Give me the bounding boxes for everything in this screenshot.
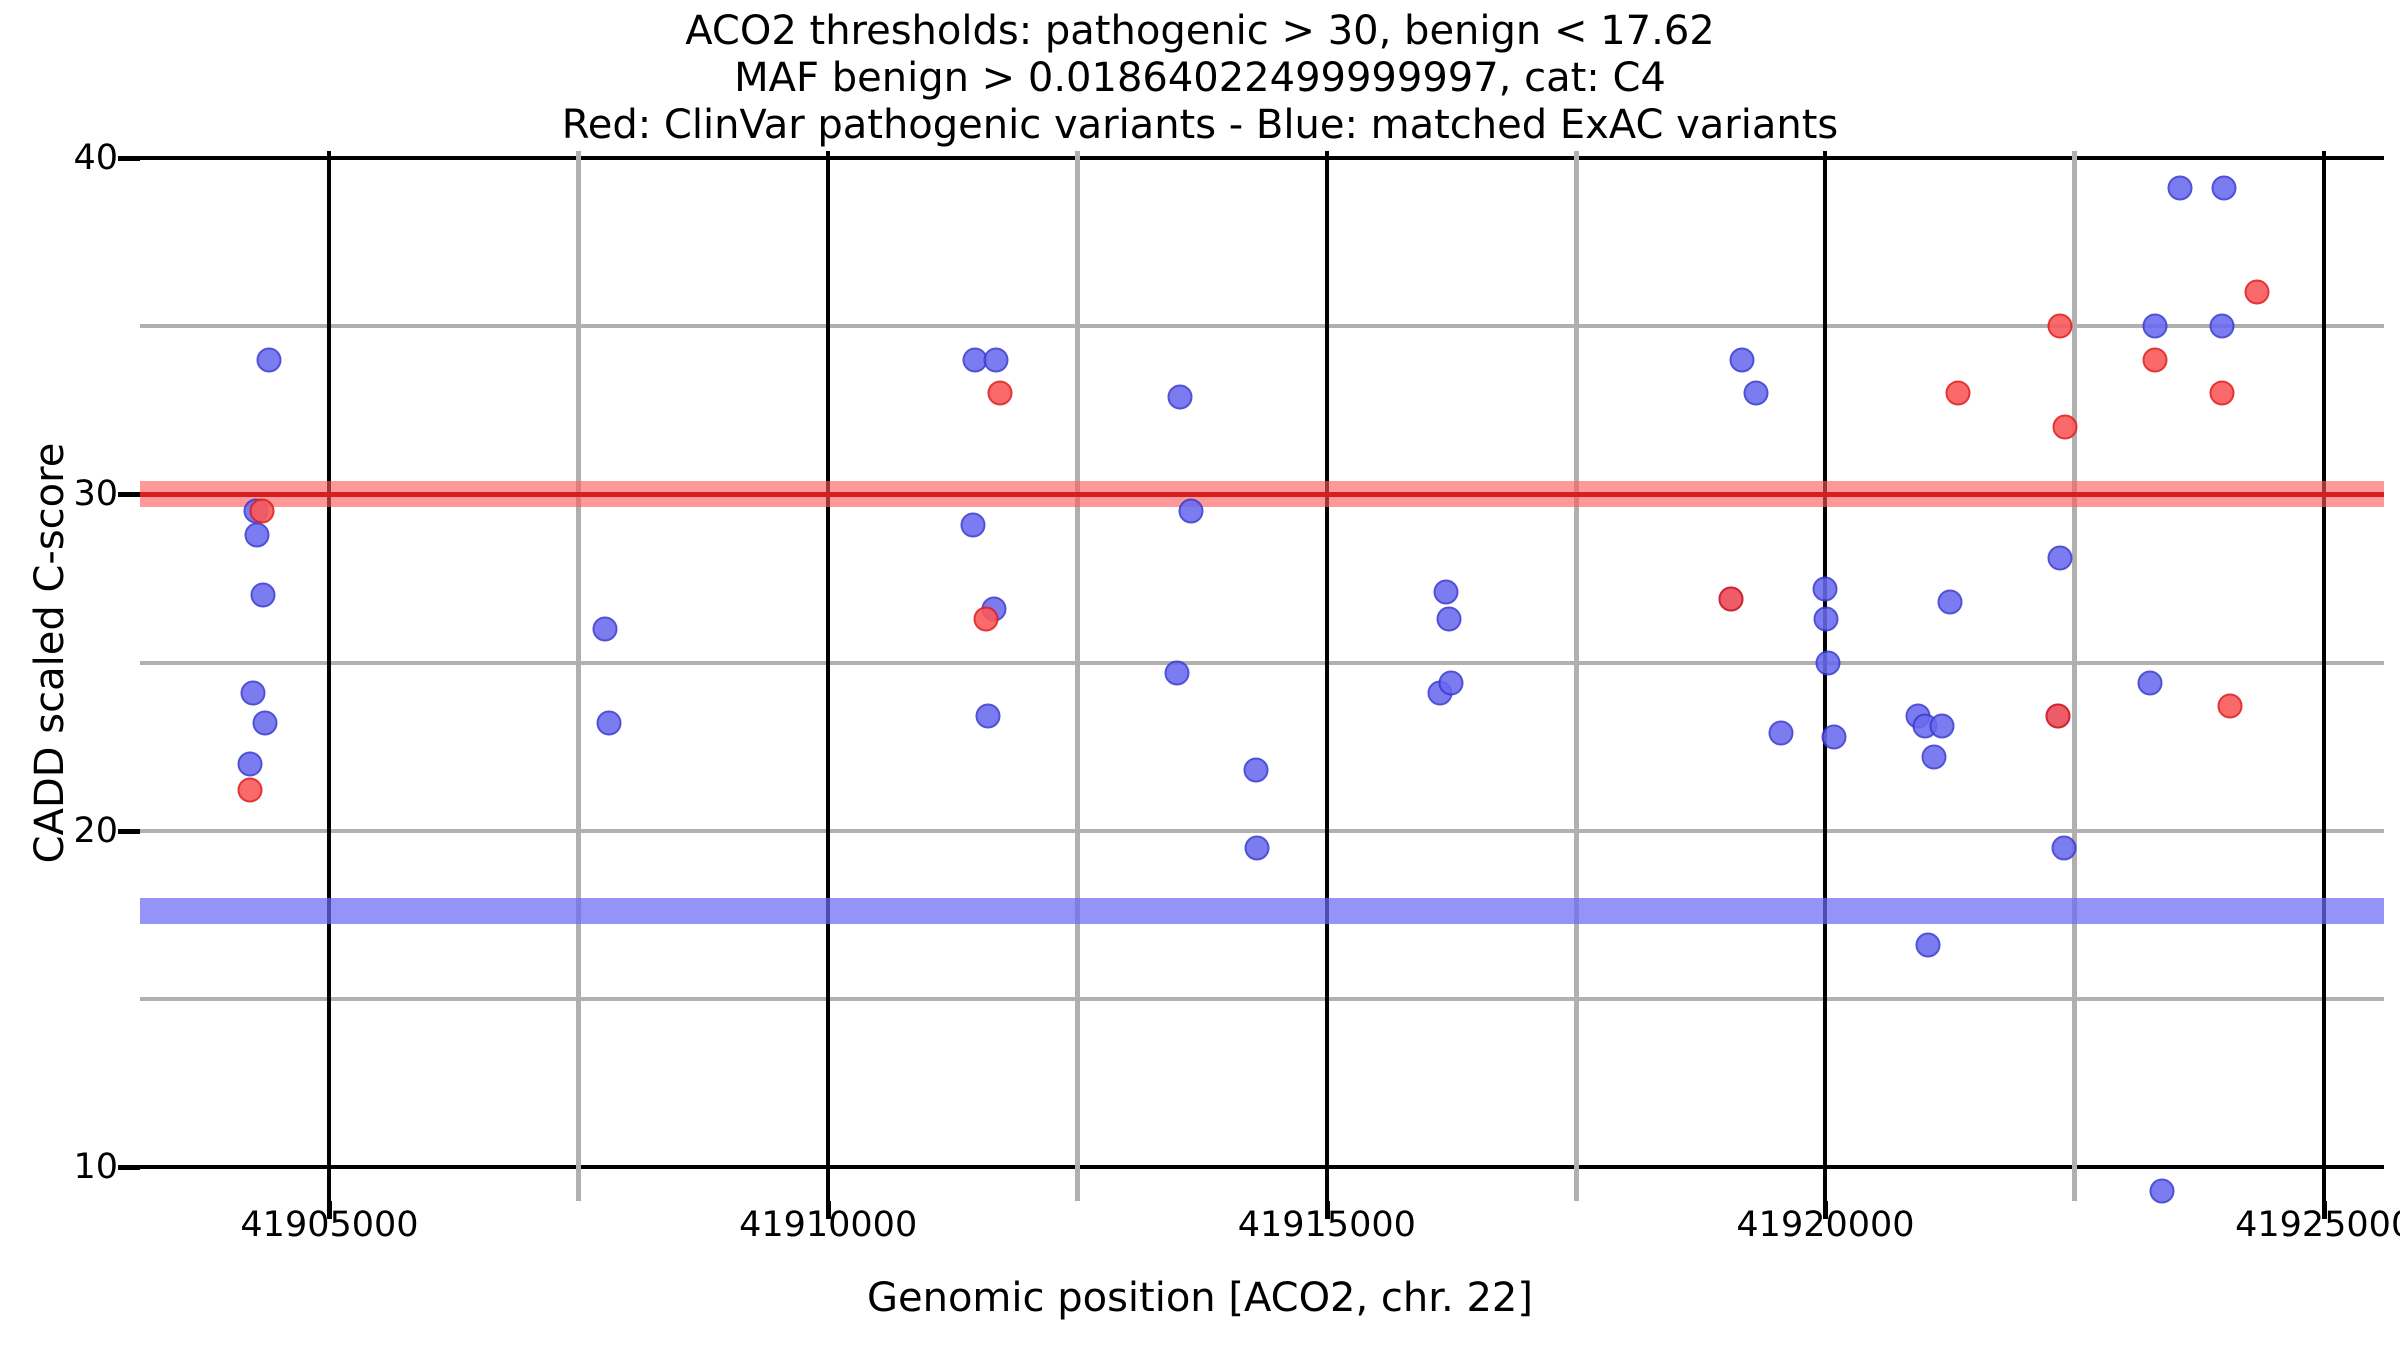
data-point (596, 710, 622, 736)
data-point (1937, 589, 1963, 615)
title-line-3: Red: ClinVar pathogenic variants - Blue:… (561, 102, 1839, 148)
data-point (592, 616, 618, 642)
gridline-y-25 (140, 660, 2384, 665)
y-tick-label-20: 20 (73, 810, 118, 851)
data-point (983, 347, 1009, 373)
data-point (1433, 579, 1458, 605)
data-point (256, 347, 282, 373)
y-tick-label-10: 10 (73, 1147, 118, 1188)
gridline-x-41910000 (826, 151, 831, 1201)
gridline-x-41907500 (576, 151, 582, 1201)
chart-title: ACO2 thresholds: pathogenic > 30, benign… (0, 8, 2400, 149)
y-tick-label-40: 40 (73, 137, 118, 178)
gridline-y-40 (140, 155, 2384, 160)
x-tick-mark-41920000 (1823, 1201, 1829, 1219)
x-axis-label: Genomic position [ACO2, chr. 22] (867, 1275, 1533, 1321)
data-point (1243, 757, 1269, 783)
gridline-x-41922500 (2072, 151, 2078, 1201)
data-point (252, 710, 278, 736)
data-point (1167, 384, 1193, 410)
data-point (1164, 660, 1190, 686)
data-point (2142, 347, 2168, 373)
data-point (1813, 606, 1839, 632)
y-tick-mark-20 (118, 828, 140, 834)
data-point (1915, 932, 1941, 958)
data-point (2047, 545, 2073, 571)
data-point (2149, 1178, 2175, 1204)
gridline-x-41905000 (327, 151, 332, 1201)
data-point (2244, 279, 2270, 305)
x-axis-tick-labels: 41905000 41910000 41915000 41920000 41925000 (140, 1205, 2400, 1255)
data-point (244, 522, 270, 548)
title-line-1: ACO2 thresholds: pathogenic > 30, benign… (685, 8, 1715, 54)
data-point (1718, 586, 1744, 612)
gridline-x-41917500 (1573, 151, 1579, 1201)
data-point (2217, 693, 2243, 719)
data-point (2047, 313, 2073, 339)
data-point (1945, 380, 1971, 406)
data-point (975, 703, 1001, 729)
data-point (2167, 175, 2193, 201)
data-point (240, 680, 266, 706)
y-tick-mark-10 (118, 1165, 140, 1171)
y-tick-mark-30 (118, 492, 140, 498)
data-point (2209, 380, 2235, 406)
data-point (2142, 313, 2168, 339)
data-point (1812, 576, 1838, 601)
title-line-2: MAF benign > 0.01864022499999997, cat: C… (734, 55, 1666, 101)
x-tick-mark-41905000 (327, 1201, 333, 1219)
data-point (250, 582, 276, 608)
y-axis-label: CADD scaled C-score (27, 442, 73, 864)
x-tick-mark-41925000 (2322, 1201, 2328, 1219)
x-tick-label-41925000: 41925000 (2235, 1205, 2400, 1245)
data-point (1821, 724, 1847, 750)
gridline-x-41915000 (1324, 151, 1329, 1201)
plot-area (140, 151, 2384, 1204)
data-point (1743, 380, 1769, 406)
gridline-x-41925000 (2322, 151, 2327, 1201)
data-point (2051, 835, 2077, 861)
x-tick-mark-41915000 (1324, 1201, 1330, 1219)
data-point (987, 380, 1013, 406)
data-point (1729, 347, 1755, 373)
y-axis-tick-labels: 40 30 20 10 (0, 138, 140, 1201)
data-point (960, 512, 986, 538)
data-point (2137, 670, 2163, 696)
data-point (1436, 606, 1461, 632)
data-point (237, 751, 263, 776)
threshold-band-benign (140, 897, 2384, 924)
x-tick-mark-41910000 (826, 1201, 832, 1219)
data-point (2052, 414, 2078, 440)
y-tick-label-30: 30 (73, 474, 118, 515)
data-point (973, 606, 999, 632)
gridline-x-41920000 (1823, 151, 1828, 1201)
threshold-line-pathogenic (140, 492, 2384, 498)
y-tick-mark-40 (118, 155, 140, 161)
data-point (2211, 175, 2237, 201)
gridline-y-35 (140, 324, 2384, 328)
gridline-y-15 (140, 997, 2384, 1002)
data-point (1815, 650, 1841, 676)
data-point (2045, 703, 2071, 729)
gridline-y-20 (140, 828, 2384, 833)
data-point (1768, 720, 1794, 746)
data-point (1921, 744, 1947, 770)
data-point (1438, 670, 1464, 696)
gridline-x-41912500 (1074, 151, 1080, 1201)
data-point (237, 777, 263, 803)
data-point (249, 498, 275, 524)
gridline-y-10 (140, 1165, 2384, 1170)
data-point (1178, 498, 1204, 524)
data-point (2209, 313, 2235, 339)
data-point (1244, 835, 1270, 861)
data-point (1929, 713, 1955, 739)
